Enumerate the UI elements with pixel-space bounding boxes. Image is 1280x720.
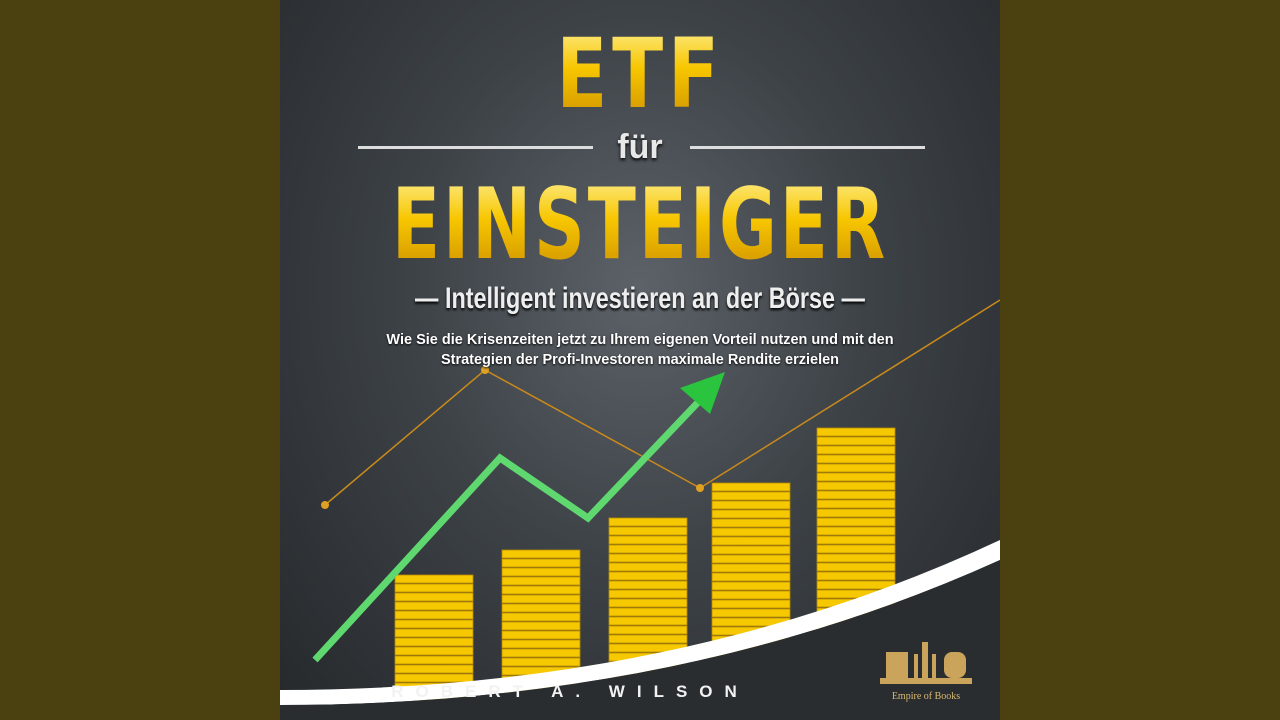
- description: Wie Sie die Krisenzeiten jetzt zu Ihrem …: [386, 332, 894, 368]
- book-cover: ETF für EINSTEIGER — Intelligent investi…: [280, 0, 1000, 720]
- publisher-logo: Empire of Books: [876, 640, 976, 702]
- trend-dot: [696, 484, 704, 492]
- publisher-name: Empire of Books: [891, 691, 961, 702]
- trend-dot: [321, 501, 329, 509]
- orange-trend-line: [324, 299, 1000, 506]
- arrow-head: [680, 372, 725, 414]
- green-growth-arrow: [312, 392, 708, 663]
- divider: [690, 146, 925, 149]
- divider: [358, 146, 593, 149]
- subtitle: — Intelligent investieren an der Börse —: [415, 282, 865, 315]
- trend-dot: [481, 366, 489, 374]
- eob-logo-icon: [880, 642, 972, 684]
- white-swoosh: [280, 540, 1000, 705]
- cover-illustration: [280, 299, 1000, 720]
- author-name: ROBERT A. WILSON: [391, 682, 749, 701]
- title-etf: ETF: [359, 18, 921, 130]
- title-fuer: für: [617, 128, 663, 166]
- title-einsteiger: EINSTEIGER: [381, 168, 899, 282]
